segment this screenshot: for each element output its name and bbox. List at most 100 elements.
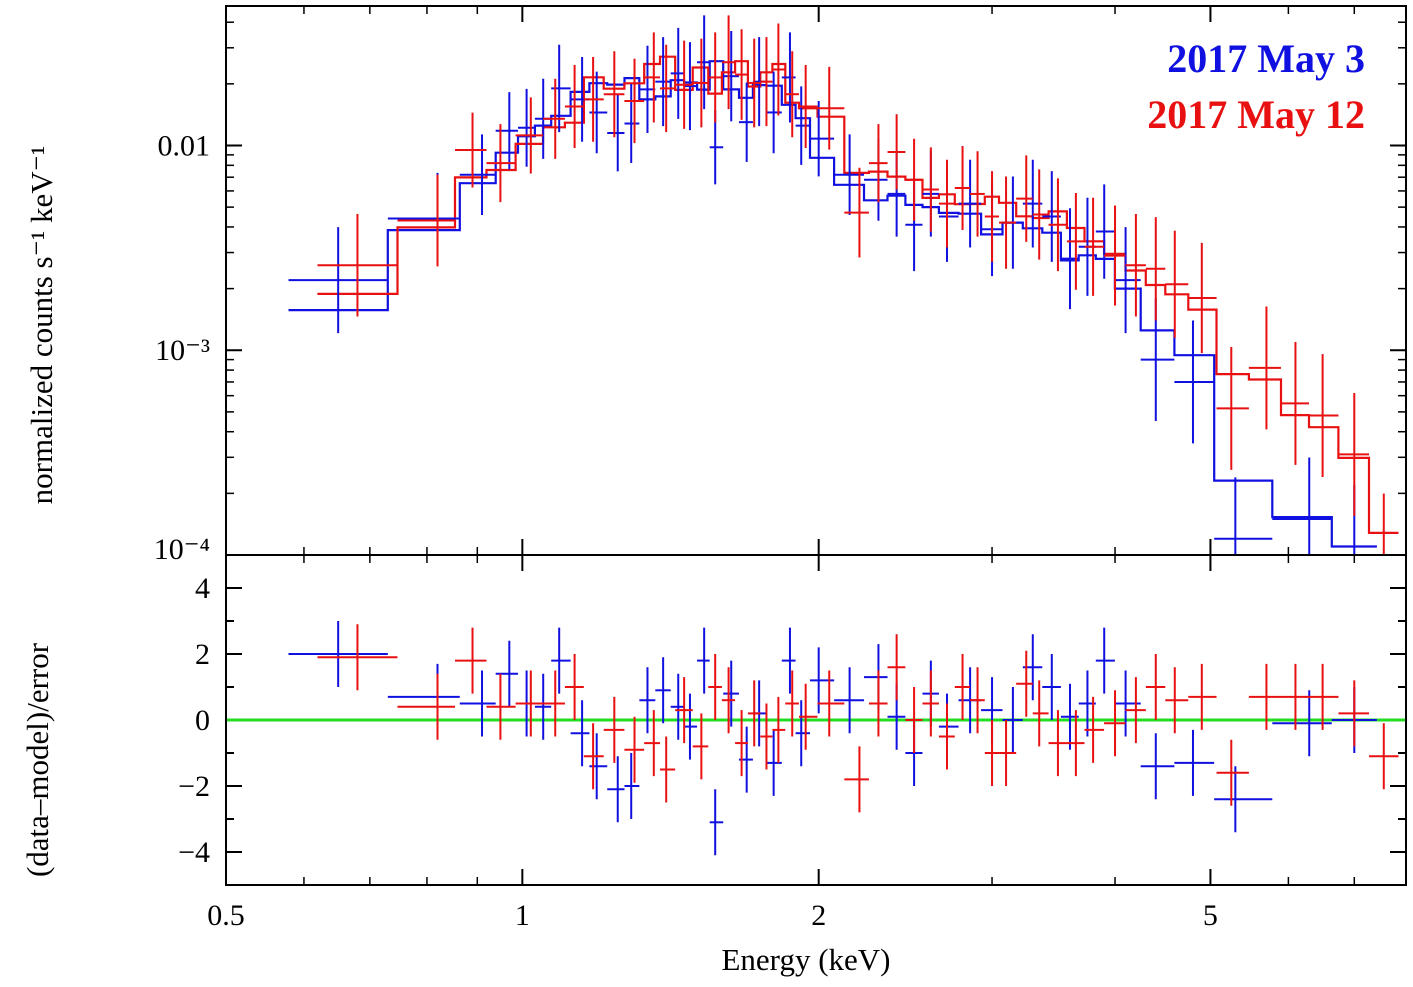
residual-point-may-12 [692, 713, 709, 780]
legend-entry-may-12: 2017 May 12 [1147, 92, 1365, 137]
top-panel-y-axis-title: normalized counts s⁻¹ keV⁻¹ [24, 146, 59, 505]
data-point-may-12 [1338, 392, 1370, 516]
data-point-may-12 [735, 29, 748, 120]
data-point-may-12 [887, 114, 906, 190]
residual-point-may-12 [1016, 650, 1033, 717]
residual-point-may-12 [868, 670, 888, 737]
data-point-may-12 [1048, 178, 1067, 272]
residual-point-may-3 [288, 621, 388, 687]
bottom-y-tick-label: 0 [195, 704, 210, 737]
data-point-may-12 [603, 51, 625, 138]
data-point-may-12 [644, 32, 661, 123]
data-point-may-12 [1309, 354, 1339, 477]
data-point-may-12 [455, 112, 487, 188]
data-point-may-12 [1032, 169, 1049, 260]
residual-point-may-12 [887, 634, 906, 701]
data-point-may-3 [288, 227, 388, 334]
data-point-may-3 [781, 32, 796, 123]
residual-point-may-12 [970, 667, 985, 734]
x-tick-label: 2 [811, 899, 826, 932]
residual-point-may-12 [564, 654, 584, 720]
residual-point-may-12 [817, 670, 845, 737]
residual-point-may-12 [624, 716, 645, 783]
residual-point-may-3 [1174, 729, 1215, 796]
residual-point-may-12 [1084, 696, 1105, 763]
residual-point-may-3 [709, 789, 724, 856]
residual-point-may-3 [670, 673, 685, 740]
residual-point-may-3 [781, 627, 796, 694]
data-point-may-12 [1125, 214, 1146, 317]
residual-point-may-12 [1216, 739, 1249, 806]
data-point-may-12 [317, 214, 398, 317]
data-point-may-12 [1165, 230, 1189, 338]
data-point-may-12 [1188, 242, 1217, 354]
legend-entry-may-3: 2017 May 3 [1167, 36, 1365, 81]
residual-point-may-12 [1066, 710, 1085, 777]
data-point-may-3 [517, 88, 535, 167]
data-point-may-12 [583, 56, 604, 142]
data-point-may-12 [798, 64, 818, 149]
data-point-may-12 [486, 124, 516, 203]
residual-point-may-3 [1095, 627, 1115, 694]
bottom-panel-frame [225, 554, 1407, 886]
residual-point-may-3 [495, 640, 518, 707]
data-point-may-12 [760, 37, 773, 127]
data-point-may-3 [607, 94, 625, 172]
residual-point-may-12 [1248, 663, 1281, 730]
residual-point-may-12 [455, 627, 487, 694]
top-y-tick-label: 0.01 [158, 129, 211, 162]
residual-point-may-12 [543, 670, 565, 737]
data-point-may-12 [1216, 346, 1249, 470]
data-point-may-3 [459, 134, 496, 216]
data-point-may-12 [721, 15, 736, 110]
residual-point-may-3 [551, 627, 571, 694]
data-point-may-3 [684, 42, 698, 131]
residual-point-may-12 [721, 667, 736, 734]
residual-point-may-12 [938, 703, 955, 770]
residual-point-may-3 [570, 700, 590, 767]
data-point-may-12 [1016, 155, 1033, 242]
residual-point-may-12 [675, 677, 693, 744]
data-point-may-12 [954, 146, 971, 230]
top-y-tick-label: 10⁻³ [155, 334, 210, 367]
residual-point-may-12 [922, 670, 939, 737]
residual-point-may-12 [708, 654, 722, 720]
data-point-may-12 [999, 176, 1017, 269]
data-point-may-12 [772, 23, 786, 116]
residual-point-may-12 [735, 710, 748, 777]
residual-point-may-12 [1048, 710, 1067, 777]
residual-point-may-3 [639, 667, 656, 734]
data-point-may-12 [1104, 205, 1126, 306]
residual-point-may-3 [534, 673, 552, 740]
data-point-may-3 [738, 82, 753, 162]
residual-point-may-12 [1104, 690, 1126, 757]
data-point-may-12 [1066, 193, 1085, 290]
data-point-may-3 [1272, 457, 1332, 555]
residual-point-may-3 [834, 667, 865, 734]
bottom-y-tick-label: 4 [195, 572, 210, 605]
residual-point-may-12 [798, 683, 818, 750]
residual-point-may-12 [1280, 663, 1310, 730]
residual-point-may-12 [583, 723, 604, 790]
data-point-may-12 [1248, 306, 1281, 430]
data-point-may-3 [495, 92, 518, 170]
residual-point-may-12 [1338, 680, 1370, 747]
data-point-may-12 [747, 38, 761, 128]
residual-point-may-3 [795, 700, 810, 767]
data-point-may-3 [709, 110, 724, 185]
bottom-y-tick-label: −4 [178, 836, 210, 869]
data-point-may-3 [655, 37, 671, 127]
data-point-may-12 [984, 171, 1000, 262]
residual-point-may-12 [1125, 677, 1146, 744]
data-point-may-3 [1174, 320, 1215, 444]
residual-point-may-3 [1214, 766, 1273, 833]
data-point-may-3 [670, 27, 685, 119]
residual-point-may-12 [397, 673, 456, 740]
residual-point-may-12 [1369, 723, 1399, 790]
residual-point-may-12 [486, 673, 516, 740]
bottom-y-tick-label: −2 [178, 770, 210, 803]
residual-point-may-12 [999, 720, 1017, 786]
data-point-may-12 [817, 66, 845, 150]
residual-point-may-3 [723, 660, 739, 727]
data-point-may-12 [1280, 341, 1310, 465]
